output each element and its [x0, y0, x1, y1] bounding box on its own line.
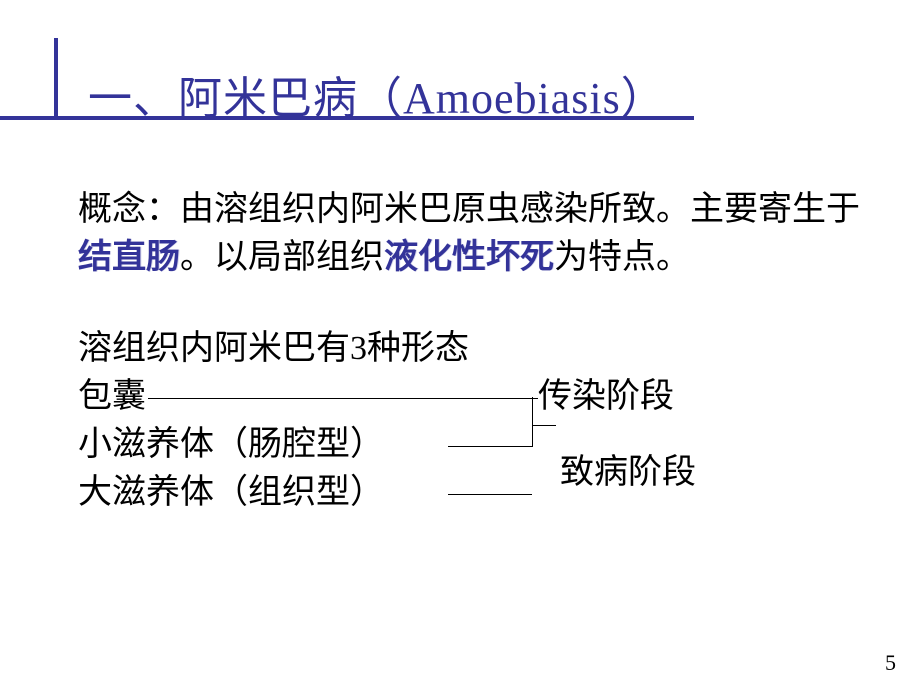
body-block: 概念：由溶组织内阿米巴原虫感染所致。主要寄生于结直肠。以局部组织液化性坏死为特点… — [78, 186, 868, 518]
form-row2-name: 小滋养体（肠腔型） — [78, 426, 384, 463]
stage-infectious: 传染阶段 — [538, 373, 674, 421]
form-row3-name: 大滋养体（组织型） — [78, 474, 384, 511]
concept-emph2: 液化性坏死 — [384, 239, 554, 276]
paren-close: ） — [621, 74, 666, 123]
page-number: 5 — [885, 650, 896, 676]
forms-heading-num: 3 — [350, 330, 367, 367]
title-prefix: 一、阿米巴病 — [88, 74, 358, 123]
slide: 一、阿米巴病（Amoebiasis） 概念：由溶组织内阿米巴原虫感染所致。主要寄… — [0, 0, 920, 690]
title-vertical-line — [54, 38, 58, 120]
forms-heading-a: 溶组织内阿米巴有 — [78, 330, 350, 367]
concept-emph1: 结直肠 — [78, 239, 180, 276]
dash-row1 — [148, 398, 538, 399]
dash-row3 — [448, 494, 532, 495]
paren-open: （ — [358, 74, 403, 123]
concept-paragraph: 概念：由溶组织内阿米巴原虫感染所致。主要寄生于结直肠。以局部组织液化性坏死为特点… — [78, 186, 868, 283]
forms-heading: 溶组织内阿米巴有3种形态 — [78, 325, 868, 373]
form-row-2: 小滋养体（肠腔型） — [78, 421, 868, 469]
form-row1-name: 包囊 — [78, 378, 146, 415]
dash-row2 — [448, 446, 532, 447]
title-latin: Amoebiasis — [403, 74, 621, 123]
forms-heading-b: 种形态 — [367, 330, 469, 367]
form-row-3: 大滋养体（组织型） — [78, 469, 868, 517]
form-row-1: 包囊 传染阶段 — [78, 373, 868, 421]
slide-title: 一、阿米巴病（Amoebiasis） — [88, 62, 666, 126]
forms-block: 溶组织内阿米巴有3种形态 包囊 传染阶段 小滋养体（肠腔型） 大滋养体（组织型）… — [78, 325, 868, 518]
concept-t2: 。以局部组织 — [180, 239, 384, 276]
stage-pathogenic: 致病阶段 — [560, 449, 696, 497]
concept-t3: 为特点。 — [554, 239, 690, 276]
concept-label: 概念： — [78, 191, 180, 228]
bracket-horizontal — [532, 425, 556, 426]
bracket-vertical — [532, 397, 533, 447]
concept-t1: 由溶组织内阿米巴原虫感染所致。主要寄生于 — [180, 191, 860, 228]
